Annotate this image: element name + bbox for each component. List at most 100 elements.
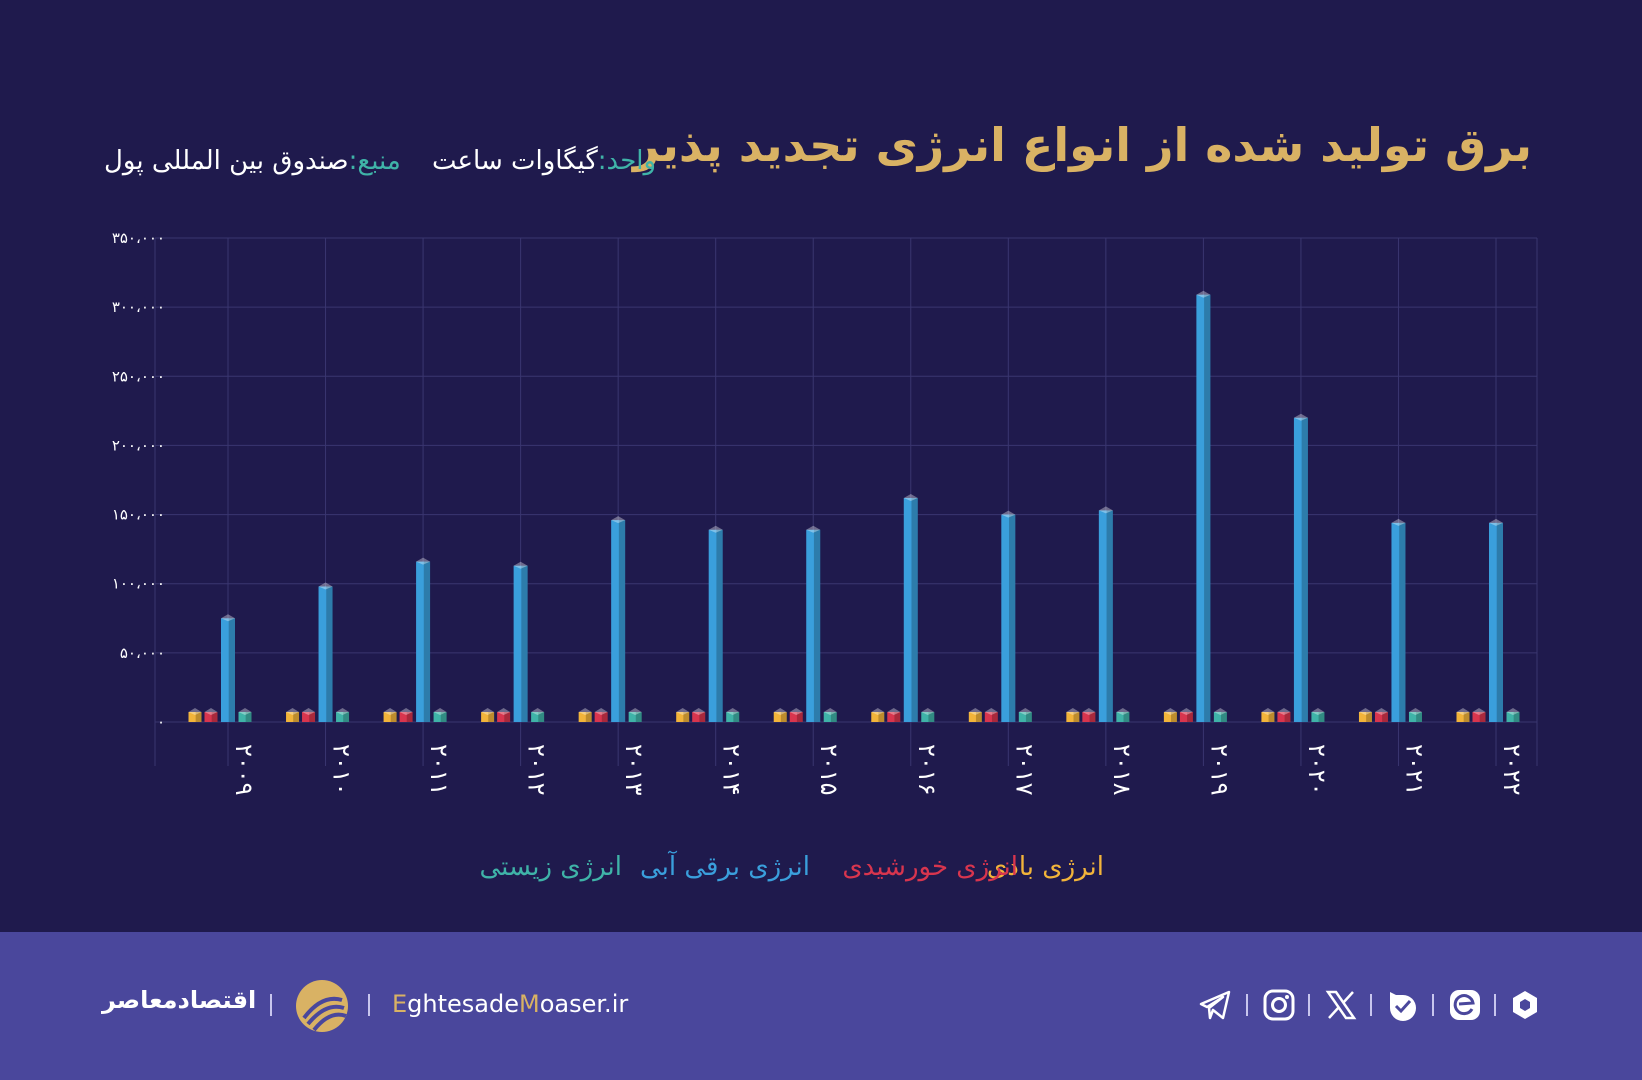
bar-hydro-3 [513, 561, 528, 722]
bar-hydro-5 [708, 525, 723, 722]
bar-wind-12 [1358, 708, 1372, 722]
bar-solar-11 [1277, 708, 1291, 722]
bar-wind-4 [578, 708, 592, 722]
bar-bio-1 [336, 708, 350, 722]
x-tick-label: ۲۰۱۰ [328, 744, 356, 796]
bar-wind-3 [481, 708, 495, 722]
bar-wind-11 [1261, 708, 1275, 722]
bar-bio-6 [823, 708, 837, 722]
bar-wind-9 [1066, 708, 1080, 722]
y-tick-label: ۲۵۰،۰۰۰ [112, 367, 165, 385]
legend-solar: انرژی خورشیدی [842, 852, 1018, 882]
chart-area: برق تولید شده از انواع انرژی تجدید پذیر … [104, 118, 1538, 882]
bar-hydro-8 [1001, 510, 1016, 722]
x-tick-label: ۲۰۱۸ [1108, 744, 1136, 796]
bar-bio-3 [531, 708, 545, 722]
bar-hydro-13 [1489, 518, 1503, 722]
bar-hydro-2 [416, 557, 431, 722]
y-tick-label: ۲۰۰،۰۰۰ [112, 436, 165, 454]
bar-bio-12 [1408, 708, 1422, 722]
x-tick-label: ۲۰۱۵ [815, 744, 843, 796]
x-tick-label: ۲۰۱۲ [523, 744, 551, 796]
bar-hydro-6 [806, 525, 821, 722]
bar-bio-2 [433, 708, 447, 722]
bar-solar-7 [887, 708, 901, 722]
x-tick-label: ۲۰۱۹ [1205, 744, 1233, 796]
y-tick-label: ۰ [157, 713, 165, 731]
telegram-icon[interactable] [1198, 988, 1232, 1022]
website-link[interactable]: EghtesadeMoaser.ir [392, 990, 629, 1018]
rubika-icon[interactable] [1508, 988, 1542, 1022]
legend-wind: انرژی بادی [986, 852, 1104, 882]
unit-label: واحد: [597, 146, 657, 176]
bar-solar-13 [1472, 708, 1486, 722]
bar-hydro-4 [611, 516, 626, 722]
source-label: منبع: [348, 146, 401, 176]
bar-bio-5 [726, 708, 740, 722]
bar-solar-12 [1374, 708, 1388, 722]
bar-solar-3 [497, 708, 511, 722]
x-tick-label: ۲۰۱۶ [913, 744, 941, 796]
x-tick-label: ۲۰۱۴ [718, 744, 746, 796]
bar-solar-0 [204, 708, 218, 722]
bar-solar-9 [1082, 708, 1096, 722]
footer: اقتصادمعاصر EghtesadeMoaser.ir [0, 932, 1642, 1080]
bar-hydro-11 [1293, 413, 1308, 722]
bar-wind-7 [871, 708, 885, 722]
y-tick-label: ۱۵۰،۰۰۰ [112, 506, 165, 524]
y-tick-label: ۳۵۰،۰۰۰ [112, 229, 165, 247]
bar-bio-11 [1311, 708, 1325, 722]
bar-bio-7 [921, 708, 935, 722]
instagram-icon[interactable] [1262, 988, 1296, 1022]
bar-solar-2 [399, 708, 413, 722]
logo-icon [296, 980, 348, 1032]
divider [1432, 994, 1434, 1016]
bale-icon[interactable] [1386, 988, 1420, 1022]
bar-solar-5 [692, 708, 706, 722]
divider [1246, 994, 1248, 1016]
eitaa-icon[interactable] [1448, 988, 1482, 1022]
x-tick-label: ۲۰۱۱ [425, 744, 453, 796]
bar-wind-0 [188, 708, 202, 722]
y-tick-label: ۵۰،۰۰۰ [120, 644, 165, 662]
bar-wind-13 [1456, 708, 1470, 722]
bar-solar-8 [984, 708, 998, 722]
bar-bio-10 [1213, 708, 1227, 722]
bar-wind-10 [1163, 708, 1177, 722]
x-tick-label: ۲۰۲۰ [1303, 744, 1331, 796]
bar-hydro-12 [1391, 518, 1406, 722]
bar-bio-4 [628, 708, 642, 722]
x-tick-label: ۲۰۱۳ [620, 744, 648, 796]
bar-solar-10 [1179, 708, 1193, 722]
divider [1370, 994, 1372, 1016]
unit-value: گیگاوات ساعت [432, 146, 598, 176]
x-tick-label: ۲۰۲۱ [1400, 744, 1428, 796]
bar-chart: ۰ ۵۰،۰۰۰ ۱۰۰،۰۰۰ ۱۵۰،۰۰۰ ۲۰۰،۰۰۰ ۲۵۰،۰۰۰ ۳۰۰،۰… [112, 229, 1538, 796]
bar-hydro-9 [1098, 506, 1113, 722]
divider [368, 994, 370, 1016]
bar-solar-4 [594, 708, 608, 722]
unit-info: واحد:گیگاوات ساعت [432, 146, 656, 176]
bar-bio-8 [1018, 708, 1032, 722]
divider [270, 994, 272, 1016]
bar-hydro-7 [903, 493, 918, 722]
source-info: منبع:صندوق بین المللی پول [104, 146, 401, 176]
bar-wind-2 [383, 708, 397, 722]
bar-wind-8 [968, 708, 982, 722]
page-title: برق تولید شده از انواع انرژی تجدید پذیر [633, 118, 1532, 172]
y-tick-label: ۱۰۰،۰۰۰ [112, 575, 165, 593]
bar-bio-0 [238, 708, 252, 722]
bar-wind-1 [286, 708, 300, 722]
legend-hydro: انرژی برقی آبی [639, 852, 810, 882]
x-tick-label: ۲۰۲۲ [1498, 744, 1526, 796]
bar-solar-6 [789, 708, 803, 722]
bar-hydro-0 [221, 614, 235, 722]
x-tick-label: ۲۰۰۹ [230, 744, 258, 796]
y-tick-label: ۳۰۰،۰۰۰ [112, 298, 165, 316]
bar-wind-6 [773, 708, 787, 722]
bar-wind-5 [676, 708, 690, 722]
x-icon[interactable] [1324, 988, 1358, 1022]
source-value: صندوق بین المللی پول [104, 146, 349, 176]
x-tick-label: ۲۰۱۷ [1010, 744, 1038, 796]
bar-hydro-10 [1196, 290, 1211, 722]
